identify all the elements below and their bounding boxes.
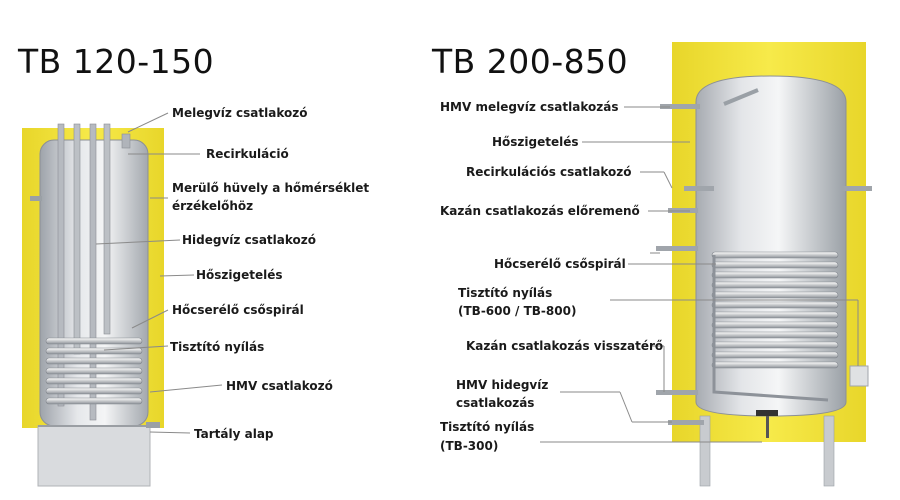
left-coil <box>45 337 143 405</box>
right-label-tisztito-nyilas: Tisztító nyílás <box>458 286 553 300</box>
left-label-hidegviz-csatlakozo: Hidegvíz csatlakozó <box>182 233 317 247</box>
left-pipe-5 <box>121 133 131 149</box>
right-tank-body <box>695 75 847 417</box>
right-tank <box>656 42 872 487</box>
left-tank-base <box>37 425 151 487</box>
right-label-hmv-melegviz: HMV melegvíz csatlakozás <box>440 100 619 114</box>
left-label-erzekelohoz: érzékelőhöz <box>172 199 254 213</box>
right-label-tb300: (TB-300) <box>440 439 499 453</box>
left-tank <box>22 123 164 487</box>
left-label-tartaly-alap: Tartály alap <box>194 427 274 441</box>
right-label-hocserelo-csospiral: Hőcserélő csőspirál <box>494 257 626 271</box>
left-leader-lines <box>95 112 223 434</box>
right-label-recirkulacios-csatlakozo: Recirkulációs csatlakozó <box>466 165 632 179</box>
left-title: TB 120-150 <box>18 42 215 81</box>
right-label-tisztito-nyilas-2: Tisztító nyílás <box>440 420 535 434</box>
left-label-hoszigeteles: Hőszigetelés <box>196 268 283 282</box>
right-label-hmv-hidegviz: HMV hidegvíz <box>456 378 549 392</box>
left-label-tisztito-nyilas: Tisztító nyílás <box>170 340 265 354</box>
right-leader-lines <box>540 106 859 443</box>
left-label-hmv-csatlakozo: HMV csatlakozó <box>226 379 333 393</box>
left-label-hocserelo-csospiral: Hőcserélő csőspirál <box>172 303 304 317</box>
left-pipe-1 <box>57 123 65 407</box>
left-label-merulo-huvely: Merülő hüvely a hőmérséklet <box>172 181 370 195</box>
left-pipe-2 <box>73 123 81 355</box>
right-label-tb600-tb800: (TB-600 / TB-800) <box>458 304 577 318</box>
left-pipe-4 <box>103 123 111 335</box>
right-label-csatlakozas: csatlakozás <box>456 396 535 410</box>
left-pipe-3 <box>89 123 97 421</box>
right-label-hoszigeteles: Hőszigetelés <box>492 135 579 149</box>
left-label-recirkulacio: Recirkuláció <box>206 147 289 161</box>
right-title: TB 200-850 <box>432 42 629 81</box>
left-label-melegviz-csatlakozo: Melegvíz csatlakozó <box>172 106 308 120</box>
right-coil <box>711 251 839 402</box>
right-label-kazan-visszatero: Kazán csatlakozás visszatérő <box>466 339 664 353</box>
right-label-kazan-eloremeno: Kazán csatlakozás előremenő <box>440 204 640 218</box>
